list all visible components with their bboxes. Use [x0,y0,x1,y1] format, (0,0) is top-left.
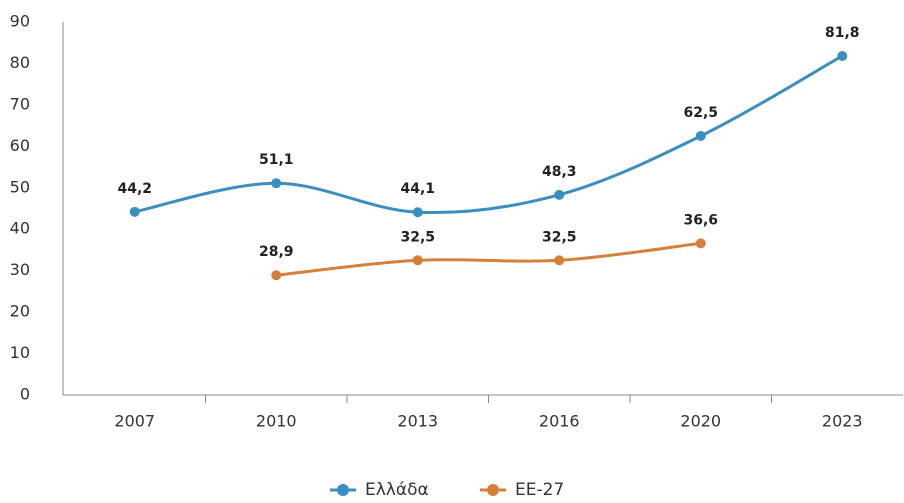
series-line [276,241,701,277]
data-label: 44,1 [400,181,435,197]
data-label: 44,2 [117,181,152,197]
data-label: 36,6 [683,212,718,228]
data-point [129,206,140,217]
series-line [134,54,843,215]
y-tick-label: 90 [10,12,30,31]
data-point [554,189,565,200]
y-tick-label: 80 [10,53,30,72]
y-tick-label: 60 [10,136,30,155]
data-label: 32,5 [400,229,435,245]
data-label: 32,5 [542,229,577,245]
x-tick-label: 2023 [822,412,863,431]
data-point [554,255,565,266]
y-tick-label: 40 [10,219,30,238]
data-label: 28,9 [259,244,294,260]
data-point [271,270,282,281]
y-tick-label: 50 [10,177,30,196]
data-point [695,238,706,249]
legend-marker [487,484,499,496]
data-label: 51,1 [259,152,294,168]
y-tick-label: 0 [20,385,30,404]
x-tick-label: 2013 [397,412,438,431]
x-tick-label: 2007 [114,412,155,431]
data-label: 81,8 [825,25,860,41]
data-point [412,255,423,266]
x-tick-label: 2020 [680,412,721,431]
x-tick-label: 2010 [256,412,297,431]
data-point [837,50,848,61]
data-label: 48,3 [542,164,577,180]
data-point [695,130,706,141]
legend-marker [337,484,349,496]
y-tick-label: 10 [10,343,30,362]
legend-label: Ελλάδα [365,480,429,500]
y-tick-label: 30 [10,260,30,279]
data-point [412,207,423,218]
data-label: 62,5 [683,105,718,121]
data-point [271,178,282,189]
x-tick-label: 2016 [539,412,580,431]
y-tick-label: 20 [10,302,30,321]
y-tick-label: 70 [10,94,30,113]
legend-label: EE-27 [515,480,564,500]
